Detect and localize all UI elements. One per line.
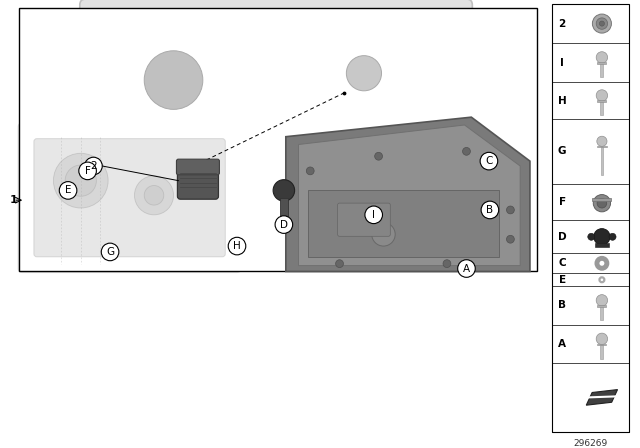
Circle shape — [372, 223, 395, 246]
Circle shape — [506, 206, 515, 214]
Circle shape — [84, 157, 102, 175]
Circle shape — [593, 194, 611, 212]
Text: A: A — [558, 339, 566, 349]
Text: H: H — [233, 241, 241, 251]
Polygon shape — [298, 125, 520, 266]
Text: B: B — [558, 301, 566, 310]
Circle shape — [365, 206, 383, 224]
FancyBboxPatch shape — [308, 190, 499, 257]
FancyBboxPatch shape — [34, 139, 225, 257]
Circle shape — [144, 185, 164, 205]
FancyBboxPatch shape — [411, 17, 446, 43]
Circle shape — [307, 167, 314, 175]
FancyBboxPatch shape — [337, 203, 390, 236]
Text: G: G — [558, 146, 566, 156]
Circle shape — [594, 228, 610, 245]
FancyBboxPatch shape — [552, 4, 628, 431]
Circle shape — [481, 201, 499, 219]
Circle shape — [374, 152, 383, 160]
Text: 1: 1 — [10, 195, 17, 205]
Text: 296269: 296269 — [573, 439, 607, 448]
Circle shape — [60, 181, 77, 199]
Circle shape — [463, 147, 470, 155]
FancyBboxPatch shape — [280, 198, 288, 216]
Circle shape — [101, 243, 119, 261]
FancyBboxPatch shape — [478, 171, 486, 205]
Text: B: B — [486, 205, 493, 215]
FancyBboxPatch shape — [177, 159, 220, 175]
Circle shape — [79, 162, 97, 180]
Text: A: A — [463, 263, 470, 274]
Text: D: D — [280, 220, 288, 229]
Circle shape — [127, 33, 220, 127]
Circle shape — [596, 295, 607, 306]
FancyBboxPatch shape — [595, 243, 609, 246]
Circle shape — [506, 235, 515, 243]
FancyBboxPatch shape — [80, 0, 472, 159]
Circle shape — [273, 180, 294, 201]
FancyBboxPatch shape — [600, 101, 604, 115]
FancyBboxPatch shape — [598, 62, 606, 64]
Circle shape — [596, 90, 607, 101]
Circle shape — [65, 165, 97, 196]
Circle shape — [597, 136, 607, 146]
Circle shape — [609, 233, 616, 240]
Text: F: F — [84, 166, 90, 176]
Circle shape — [333, 42, 395, 104]
Text: 2: 2 — [90, 161, 97, 171]
Circle shape — [228, 237, 246, 255]
Circle shape — [596, 18, 607, 29]
Circle shape — [53, 153, 108, 208]
Text: I: I — [372, 210, 375, 220]
Circle shape — [134, 176, 173, 215]
Circle shape — [441, 175, 449, 183]
Polygon shape — [286, 117, 530, 271]
FancyBboxPatch shape — [593, 198, 611, 201]
Circle shape — [596, 52, 607, 63]
Circle shape — [144, 51, 203, 109]
FancyBboxPatch shape — [600, 345, 604, 358]
Text: E: E — [65, 185, 71, 195]
Text: E: E — [559, 275, 566, 285]
Circle shape — [596, 333, 607, 345]
FancyBboxPatch shape — [600, 63, 604, 77]
FancyBboxPatch shape — [467, 171, 474, 205]
FancyBboxPatch shape — [177, 166, 218, 199]
FancyBboxPatch shape — [19, 8, 537, 271]
FancyBboxPatch shape — [600, 146, 603, 175]
Circle shape — [275, 216, 292, 233]
Text: I: I — [560, 57, 564, 68]
Text: H: H — [558, 95, 566, 106]
FancyBboxPatch shape — [598, 305, 606, 307]
FancyBboxPatch shape — [598, 344, 606, 345]
Circle shape — [346, 56, 381, 91]
Circle shape — [335, 260, 344, 267]
FancyBboxPatch shape — [296, 14, 456, 137]
FancyBboxPatch shape — [455, 171, 463, 205]
Circle shape — [443, 260, 451, 267]
Circle shape — [597, 198, 607, 208]
Polygon shape — [586, 390, 618, 405]
Circle shape — [593, 14, 611, 33]
Text: C: C — [558, 258, 566, 268]
FancyBboxPatch shape — [598, 100, 606, 102]
FancyBboxPatch shape — [600, 306, 604, 320]
Text: D: D — [558, 232, 566, 242]
Circle shape — [588, 233, 595, 240]
FancyBboxPatch shape — [597, 146, 607, 147]
Circle shape — [600, 21, 604, 26]
Circle shape — [431, 175, 439, 183]
Circle shape — [480, 152, 498, 170]
Circle shape — [107, 14, 240, 146]
FancyBboxPatch shape — [19, 123, 241, 272]
Text: F: F — [559, 197, 566, 207]
FancyBboxPatch shape — [490, 171, 498, 205]
Text: G: G — [106, 247, 114, 257]
Text: 2: 2 — [559, 18, 566, 29]
Text: C: C — [485, 156, 493, 166]
FancyBboxPatch shape — [348, 174, 366, 199]
FancyBboxPatch shape — [444, 158, 508, 228]
Circle shape — [458, 260, 476, 277]
